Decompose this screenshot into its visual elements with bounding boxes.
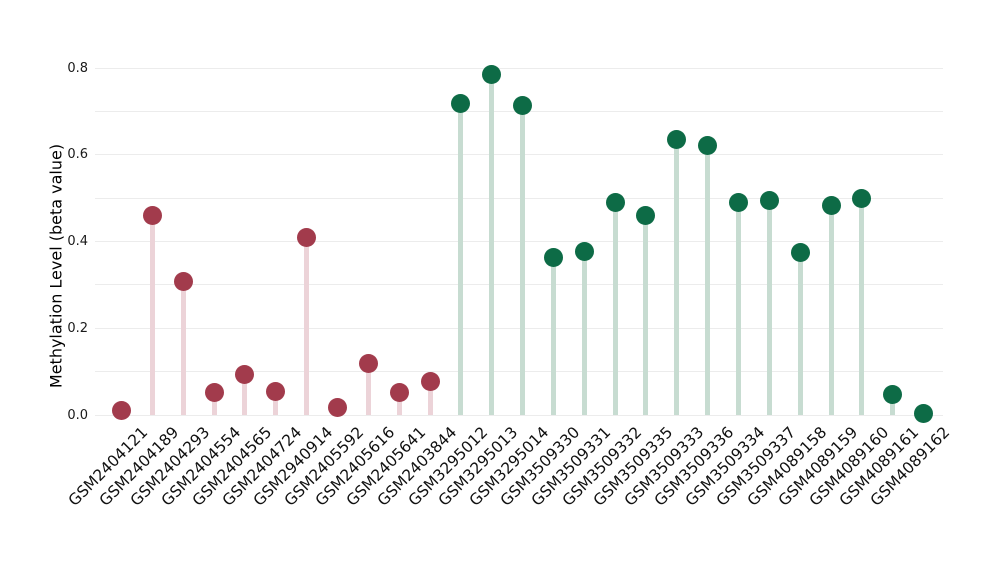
lollipop-marker [297, 227, 317, 247]
gridline [95, 284, 943, 286]
lollipop-marker [142, 205, 162, 225]
lollipop-marker [821, 196, 841, 216]
lollipop-stem [365, 363, 371, 415]
gridline [95, 327, 943, 329]
lollipop-marker [235, 365, 255, 385]
lollipop-marker [173, 272, 193, 292]
y-tick-label: 0.8 [67, 60, 88, 76]
lollipop-stem [273, 391, 279, 415]
y-tick-label: 0.2 [67, 320, 88, 336]
y-axis-title: Methylation Level (beta value) [46, 143, 66, 389]
lollipop-marker [790, 242, 810, 262]
lollipop-stem [396, 392, 402, 415]
lollipop-stem [890, 394, 896, 415]
gridline [95, 67, 943, 69]
lollipop-stem [489, 74, 495, 415]
lollipop-stem [643, 215, 649, 415]
lollipop-marker [883, 384, 903, 404]
lollipop-stem [427, 381, 433, 415]
lollipop-stem [612, 202, 618, 415]
y-tick-label: 0.4 [67, 234, 88, 249]
lollipop-stem [797, 252, 803, 415]
lollipop-marker [852, 189, 872, 209]
lollipop-stem [828, 205, 834, 415]
gridline [95, 154, 943, 156]
lollipop-marker [482, 64, 502, 84]
lollipop-marker [667, 129, 687, 149]
lollipop-marker [389, 382, 409, 402]
lollipop-marker [729, 192, 748, 212]
gridline [95, 371, 943, 373]
lollipop-stem [674, 139, 680, 415]
lollipop-marker [266, 382, 286, 402]
lollipop-marker [327, 397, 347, 417]
lollipop-stem [458, 103, 464, 415]
gridline [95, 414, 943, 416]
y-tick-label: 0.6 [67, 147, 88, 163]
lollipop-stem [242, 374, 248, 415]
lollipop-marker [543, 248, 563, 268]
lollipop-marker [574, 241, 594, 261]
lollipop-marker [698, 135, 718, 155]
lollipop-stem [180, 281, 186, 415]
lollipop-stem [766, 200, 772, 415]
lollipop-marker [636, 205, 656, 225]
lollipop-marker [759, 190, 779, 210]
lollipop-stem [736, 202, 741, 415]
lollipop-marker [605, 192, 625, 212]
lollipop-stem [705, 145, 711, 415]
lollipop-stem [859, 198, 865, 415]
lollipop-marker [451, 93, 471, 113]
lollipop-stem [211, 392, 217, 415]
lollipop-marker [112, 401, 131, 421]
lollipop-stem [304, 237, 310, 415]
lollipop-marker [358, 353, 378, 373]
gridline [95, 241, 943, 242]
lollipop-stem [581, 251, 587, 415]
lollipop-stem [520, 105, 526, 415]
lollipop-marker [204, 382, 224, 402]
lollipop-marker [513, 96, 533, 116]
lollipop-marker [914, 403, 934, 423]
y-tick-label: 0.0 [67, 407, 88, 423]
lollipop-marker [420, 372, 440, 392]
lollipop-stem [550, 257, 556, 415]
gridline [95, 197, 943, 199]
lollipop-stem [149, 215, 155, 415]
